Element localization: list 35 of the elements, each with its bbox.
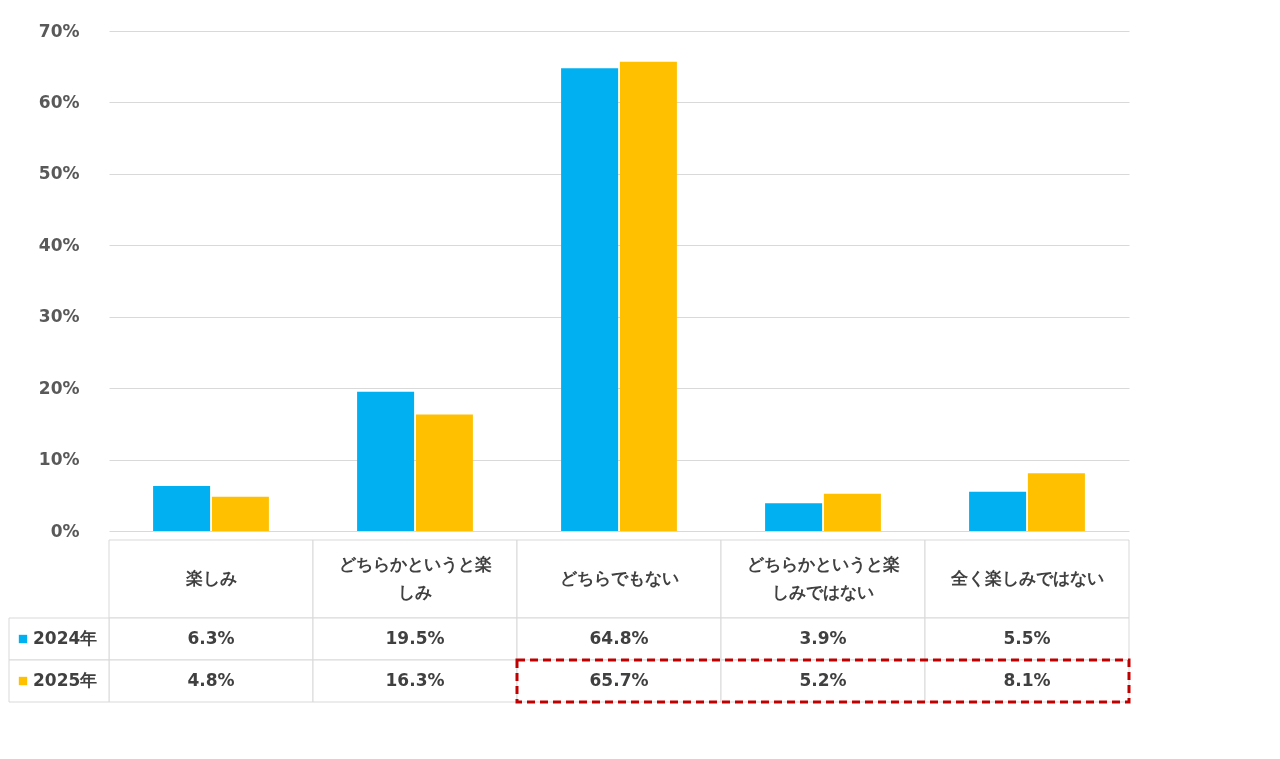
bar <box>1027 473 1085 531</box>
data-label: 16.3% <box>385 670 445 690</box>
data-label: 5.2% <box>799 670 847 690</box>
bar <box>211 496 269 531</box>
data-label: 3.9% <box>799 628 847 648</box>
x-tick-label: どちらでもない <box>559 568 679 588</box>
legend-label: 2025年 <box>33 670 98 690</box>
x-tick-label: 全く楽しみではない <box>949 568 1104 588</box>
y-tick-label: 10% <box>38 449 80 470</box>
bar <box>357 391 415 531</box>
bar <box>823 493 881 531</box>
y-tick-label: 30% <box>38 306 80 327</box>
data-label: 5.5% <box>1003 628 1051 648</box>
legend-label: 2024年 <box>33 628 98 648</box>
x-tick-label: 楽しみ <box>184 568 237 588</box>
data-label: 6.3% <box>187 628 235 648</box>
y-tick-label: 0% <box>50 520 80 541</box>
y-tick-label: 60% <box>38 91 80 112</box>
bar <box>619 61 677 531</box>
data-label: 65.7% <box>589 670 649 690</box>
data-label: 4.8% <box>187 670 235 690</box>
bar <box>561 68 619 531</box>
data-label: 19.5% <box>385 628 445 648</box>
data-label: 8.1% <box>1003 670 1051 690</box>
bar <box>153 486 211 531</box>
y-tick-label: 70% <box>38 20 80 41</box>
y-tick-label: 20% <box>38 377 80 398</box>
x-tick-label: どちらかというと楽しみ <box>338 554 492 602</box>
y-tick-label: 50% <box>38 163 80 184</box>
x-tick-label: どちらかというと楽しみではない <box>746 554 900 602</box>
bar <box>969 491 1027 531</box>
y-tick-label: 40% <box>38 234 80 255</box>
bar <box>765 503 823 531</box>
data-label: 64.8% <box>589 628 649 648</box>
bar <box>415 414 473 531</box>
